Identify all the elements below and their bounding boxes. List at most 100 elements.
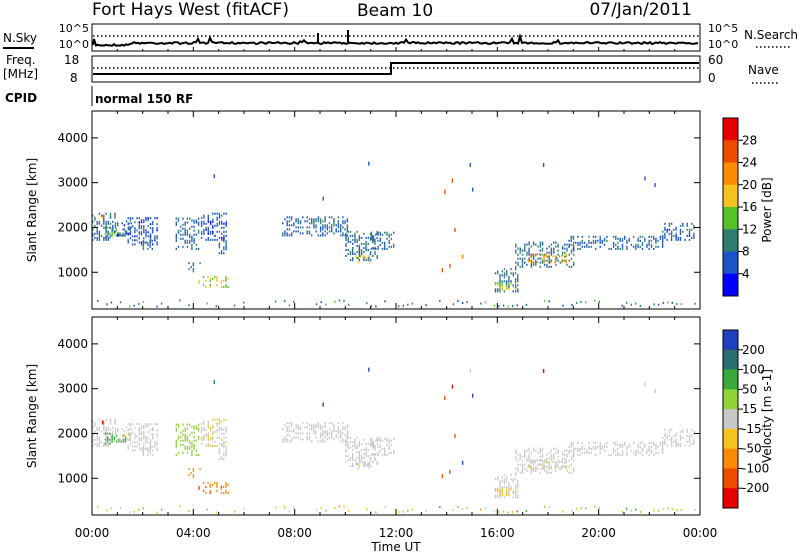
power-cell (559, 261, 562, 264)
power-cell (514, 290, 517, 293)
velocity-cell (682, 428, 684, 431)
power-cell (149, 235, 152, 238)
velocity-cell (156, 429, 158, 432)
power-cell (182, 233, 184, 236)
power-cell (322, 226, 324, 229)
velocity-cell (617, 453, 619, 456)
velocity-cell (557, 449, 559, 452)
velocity-cell (679, 444, 682, 447)
power-cell (524, 257, 526, 260)
power-cell (225, 248, 227, 251)
velocity-cell (203, 426, 205, 429)
power-cell (138, 241, 140, 244)
velocity-cell (541, 463, 543, 466)
velocity-cell (342, 432, 344, 435)
velocity-cell (109, 432, 111, 435)
power-cell (324, 226, 326, 229)
power-cell (553, 241, 555, 244)
power-cell (356, 240, 358, 243)
velocity-cell (182, 443, 184, 446)
power-cell (539, 249, 541, 252)
velocity-cell (539, 455, 541, 458)
noise-panel: N.Sky 10^5 10^0 10^5 10^0 N.Search (3, 22, 798, 52)
velocity-cell (677, 444, 679, 447)
velocity-cell (149, 441, 152, 444)
velocity-cell (615, 441, 617, 444)
velocity-cell (152, 427, 154, 430)
power-cell (129, 305, 131, 308)
velocity-cell (105, 418, 107, 421)
velocity-cell (145, 423, 147, 426)
power-cell (541, 259, 544, 262)
power-cell (319, 226, 322, 229)
velocity-cell (152, 429, 154, 432)
power-cell (284, 218, 286, 221)
power-cell (123, 234, 126, 237)
velocity-cell (216, 424, 218, 427)
velocity-cell (111, 440, 113, 443)
velocity-cell (617, 443, 619, 446)
velocity-cell (639, 511, 642, 513)
power-cell (308, 218, 311, 221)
velocity-cell (156, 447, 158, 450)
power-cell (363, 232, 365, 235)
velocity-cell (107, 442, 109, 445)
velocity-cell (494, 496, 497, 499)
velocity-cell (130, 428, 132, 431)
velocity-cell (200, 422, 203, 425)
power-cell (344, 234, 346, 237)
velocity-cell (212, 432, 214, 435)
velocity-cell (630, 449, 633, 452)
power-cell (349, 251, 352, 253)
velocity-cell (103, 444, 105, 447)
velocity-cell (214, 430, 216, 433)
velocity-cell (134, 435, 136, 438)
velocity-cell (119, 507, 122, 510)
velocity-cell (184, 439, 186, 442)
power-cell (304, 220, 306, 223)
velocity-cell (572, 449, 575, 452)
power-cell (220, 279, 223, 282)
power-cell (595, 235, 597, 238)
velocity-cell (677, 442, 679, 445)
power-cell (320, 301, 322, 304)
velocity-cell (537, 451, 539, 454)
velocity-cell (499, 482, 501, 485)
power-cell (347, 253, 349, 255)
velocity-cell (221, 442, 223, 445)
velocity-cell (197, 423, 200, 426)
velocity-cell (218, 426, 221, 429)
power-cell (346, 226, 349, 229)
velocity-cell (499, 480, 501, 483)
velocity-cell (552, 461, 554, 464)
velocity-cell (555, 469, 557, 472)
power-cell (542, 165, 545, 167)
power-cell (322, 228, 324, 231)
freq-panel-frame (91, 55, 701, 83)
power-cell (331, 224, 333, 227)
power-cell (105, 226, 107, 229)
power-cell (510, 268, 512, 271)
velocity-cell (319, 426, 322, 429)
velocity-cell (381, 447, 384, 450)
power-cell (109, 234, 112, 237)
power-cell (362, 255, 364, 258)
velocity-cell (308, 424, 311, 427)
power-cell (505, 284, 508, 287)
velocity-cell (212, 426, 214, 429)
velocity-cell (619, 453, 621, 456)
velocity-cell (461, 462, 464, 465)
velocity-cell (526, 449, 528, 452)
power-cell (103, 236, 105, 239)
power-cell (175, 235, 177, 238)
power-cell (98, 230, 101, 233)
velocity-cell (308, 432, 311, 435)
power-ytick-label: 4000 (57, 131, 88, 145)
velocity-cell (374, 453, 376, 455)
velocity-cell (129, 423, 132, 426)
power-cell (315, 220, 317, 223)
velocity-cell (282, 440, 284, 443)
station-title: Fort Hays West (fitACF) (92, 0, 289, 20)
velocity-cell (192, 468, 195, 471)
